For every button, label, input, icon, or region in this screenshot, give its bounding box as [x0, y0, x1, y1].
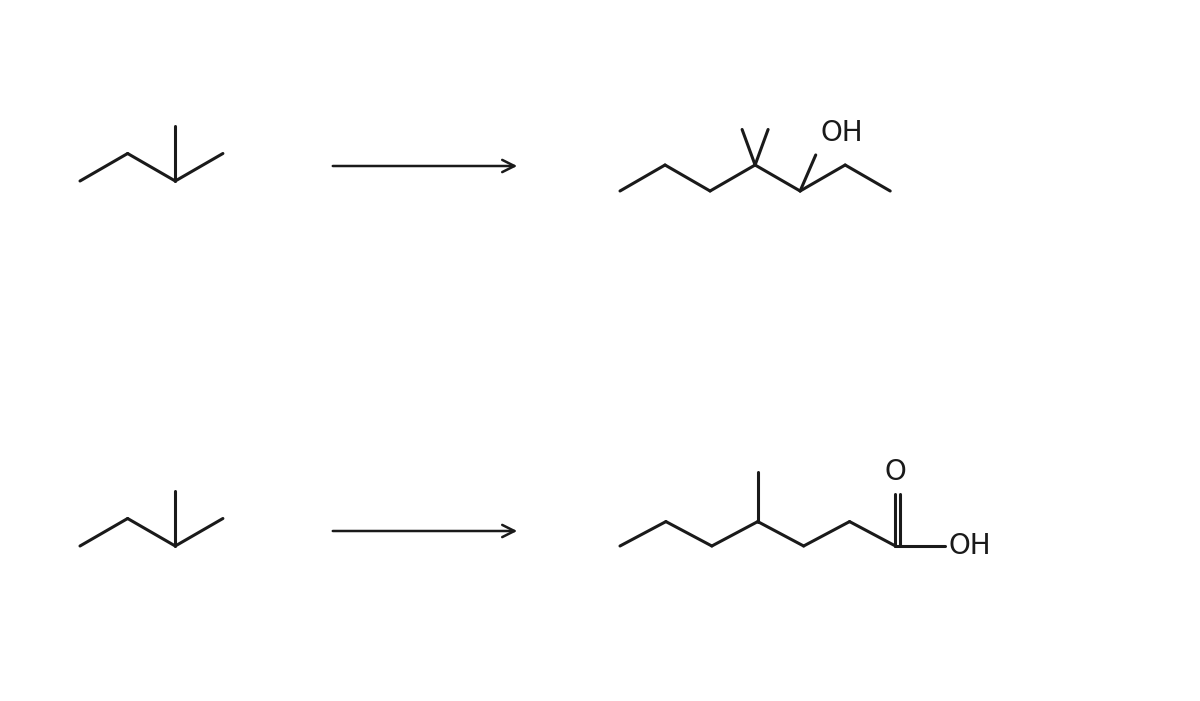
Text: OH: OH [949, 532, 991, 560]
Text: OH: OH [821, 119, 863, 147]
Text: O: O [884, 458, 906, 486]
